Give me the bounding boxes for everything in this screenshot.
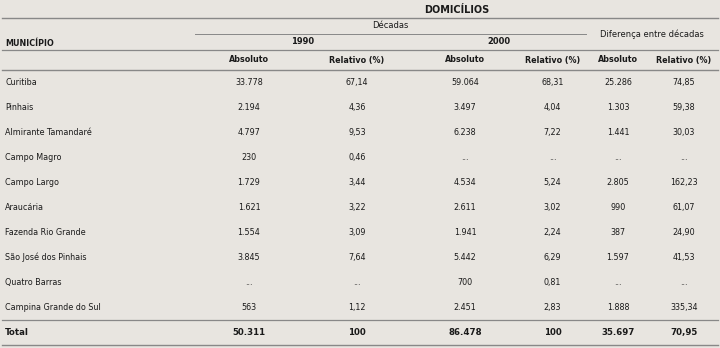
Text: 4.534: 4.534 [454,178,477,187]
Text: 25.286: 25.286 [604,78,632,87]
Text: 230: 230 [241,153,256,162]
Text: 1.729: 1.729 [238,178,261,187]
Text: 1,12: 1,12 [348,303,366,312]
Text: 1.888: 1.888 [607,303,629,312]
Text: ...: ... [614,278,622,287]
Text: 2,83: 2,83 [544,303,562,312]
Text: 35.697: 35.697 [601,328,635,337]
Text: 5,24: 5,24 [544,178,562,187]
Text: 59,38: 59,38 [672,103,696,112]
Text: 59.064: 59.064 [451,78,479,87]
Text: Relativo (%): Relativo (%) [657,55,711,64]
Text: MUNICÍPIO: MUNICÍPIO [5,40,54,48]
Text: 162,23: 162,23 [670,178,698,187]
Text: 2.611: 2.611 [454,203,477,212]
Text: 563: 563 [241,303,256,312]
Text: 4,04: 4,04 [544,103,561,112]
Text: 100: 100 [544,328,562,337]
Text: 1990: 1990 [292,38,315,47]
Text: Campo Largo: Campo Largo [5,178,59,187]
Text: Quatro Barras: Quatro Barras [5,278,61,287]
Text: 3,02: 3,02 [544,203,562,212]
Text: 2000: 2000 [487,38,510,47]
Text: Décadas: Décadas [372,22,409,31]
Text: Total: Total [5,328,29,337]
Text: 0,81: 0,81 [544,278,561,287]
Text: 50.311: 50.311 [233,328,266,337]
Text: 70,95: 70,95 [670,328,698,337]
Text: 2.805: 2.805 [607,178,629,187]
Text: 700: 700 [457,278,472,287]
Text: 3.497: 3.497 [454,103,477,112]
Text: Campo Magro: Campo Magro [5,153,61,162]
Text: 1.441: 1.441 [607,128,629,137]
Text: Almirante Tamandaré: Almirante Tamandaré [5,128,91,137]
Text: Campina Grande do Sul: Campina Grande do Sul [5,303,101,312]
Text: 1.621: 1.621 [238,203,261,212]
Text: 74,85: 74,85 [672,78,696,87]
Text: ...: ... [614,153,622,162]
Text: 68,31: 68,31 [541,78,564,87]
Text: 41,53: 41,53 [672,253,696,262]
Text: 2.451: 2.451 [454,303,477,312]
Text: 9,53: 9,53 [348,128,366,137]
Text: 86.478: 86.478 [448,328,482,337]
Text: 335,34: 335,34 [670,303,698,312]
Text: 67,14: 67,14 [346,78,368,87]
Text: Diferença entre décadas: Diferença entre décadas [600,29,704,39]
Text: 990: 990 [611,203,626,212]
Text: 3.845: 3.845 [238,253,261,262]
Text: ...: ... [462,153,469,162]
Text: 7,64: 7,64 [348,253,366,262]
Text: Absoluto: Absoluto [229,55,269,64]
Text: 1.597: 1.597 [606,253,629,262]
Text: 61,07: 61,07 [672,203,696,212]
Text: 3,44: 3,44 [348,178,366,187]
Text: 387: 387 [611,228,626,237]
Text: Absoluto: Absoluto [598,55,638,64]
Text: 6,29: 6,29 [544,253,562,262]
Text: ...: ... [549,153,557,162]
Text: 1.554: 1.554 [238,228,261,237]
Text: Fazenda Rio Grande: Fazenda Rio Grande [5,228,86,237]
Text: São José dos Pinhais: São José dos Pinhais [5,253,86,262]
Text: 1.941: 1.941 [454,228,477,237]
Text: ...: ... [680,278,688,287]
Text: Araucária: Araucária [5,203,44,212]
Text: 30,03: 30,03 [672,128,696,137]
Text: DOMICÍLIOS: DOMICÍLIOS [424,5,489,15]
Text: ...: ... [354,278,361,287]
Text: 7,22: 7,22 [544,128,562,137]
Text: 4.797: 4.797 [238,128,261,137]
Text: ...: ... [680,153,688,162]
Text: 33.778: 33.778 [235,78,263,87]
Text: 2,24: 2,24 [544,228,562,237]
Text: 5.442: 5.442 [454,253,477,262]
Text: 3,09: 3,09 [348,228,366,237]
Text: 6.238: 6.238 [454,128,477,137]
Text: Relativo (%): Relativo (%) [329,55,384,64]
Text: 24,90: 24,90 [672,228,696,237]
Text: ...: ... [246,278,253,287]
Text: 2.194: 2.194 [238,103,261,112]
Text: 0,46: 0,46 [348,153,366,162]
Text: 3,22: 3,22 [348,203,366,212]
Text: Pinhais: Pinhais [5,103,33,112]
Text: 100: 100 [348,328,366,337]
Text: Absoluto: Absoluto [445,55,485,64]
Text: Relativo (%): Relativo (%) [525,55,580,64]
Text: Curitiba: Curitiba [5,78,37,87]
Text: 4,36: 4,36 [348,103,366,112]
Text: 1.303: 1.303 [607,103,629,112]
